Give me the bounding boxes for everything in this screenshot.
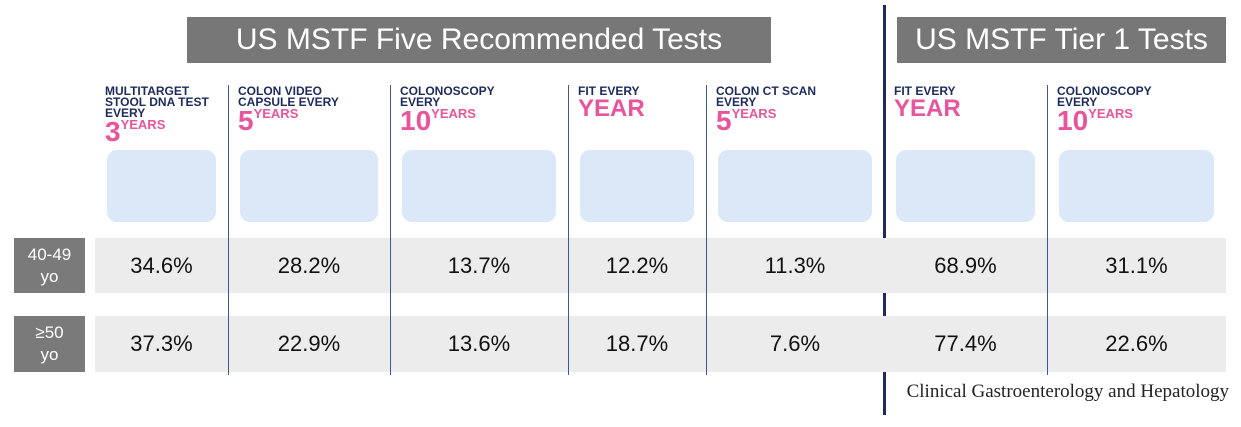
cell: 37.3% bbox=[95, 316, 228, 372]
cell: 31.1% bbox=[1047, 238, 1226, 293]
interval-unit: YEARS bbox=[121, 117, 166, 132]
cell: 13.7% bbox=[390, 238, 568, 293]
interval-unit: YEARS bbox=[732, 106, 777, 121]
row-label: 40-49 yo bbox=[14, 238, 85, 293]
source: Clinical Gastroenterology and Hepatology bbox=[907, 382, 1229, 402]
interval: YEAR bbox=[578, 97, 698, 121]
cell: 77.4% bbox=[884, 316, 1047, 372]
illustration bbox=[580, 150, 694, 222]
cell: 11.3% bbox=[706, 238, 884, 293]
test-name: COLON VIDEO CAPSULE EVERY bbox=[238, 86, 363, 108]
interval-number: 5 bbox=[716, 105, 732, 136]
group-title: US MSTF Five Recommended Tests bbox=[187, 17, 771, 63]
test-name: MULTITARGET STOOL DNA TEST EVERY bbox=[105, 86, 220, 119]
interval: 5YEARS bbox=[716, 108, 841, 134]
cell: 7.6% bbox=[706, 316, 884, 372]
illustration bbox=[107, 150, 216, 222]
interval-unit: YEARS bbox=[254, 106, 299, 121]
interval: 10YEARS bbox=[400, 108, 525, 134]
illustration bbox=[718, 150, 872, 222]
illustration bbox=[1059, 150, 1214, 222]
illustration bbox=[402, 150, 556, 222]
interval-number: 3 bbox=[105, 116, 121, 147]
cell: 28.2% bbox=[228, 238, 390, 293]
test-name: COLON CT SCAN EVERY bbox=[716, 86, 841, 108]
cell: 13.6% bbox=[390, 316, 568, 372]
cell: 22.9% bbox=[228, 316, 390, 372]
illustration bbox=[896, 150, 1035, 222]
cell: 12.2% bbox=[568, 238, 706, 293]
cell: 68.9% bbox=[884, 238, 1047, 293]
interval: 5YEARS bbox=[238, 108, 363, 134]
interval-unit: YEAR bbox=[894, 95, 961, 122]
interval-unit: YEAR bbox=[578, 95, 645, 122]
group-title: US MSTF Tier 1 Tests bbox=[897, 17, 1226, 63]
page: US MSTF Five Recommended Tests US MSTF T… bbox=[0, 0, 1241, 427]
interval-number: 10 bbox=[1057, 105, 1088, 136]
cell: 18.7% bbox=[568, 316, 706, 372]
interval-unit: YEARS bbox=[431, 106, 476, 121]
interval-number: 5 bbox=[238, 105, 254, 136]
interval: 10YEARS bbox=[1057, 108, 1182, 134]
cell: 22.6% bbox=[1047, 316, 1226, 372]
interval-unit: YEARS bbox=[1088, 106, 1133, 121]
cell: 34.6% bbox=[95, 238, 228, 293]
row-label: ≥50 yo bbox=[14, 316, 85, 372]
interval-number: 10 bbox=[400, 105, 431, 136]
illustration bbox=[240, 150, 378, 222]
interval: YEAR bbox=[894, 97, 1019, 121]
interval: 3YEARS bbox=[105, 119, 220, 145]
